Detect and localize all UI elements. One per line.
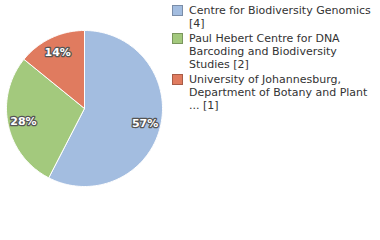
html-text:Paul Hebert Centre for DNA Bar: Paul Hebert Centre for DNA Barcoding and… xyxy=(189,32,340,71)
html-text:University of Johannesburg, De: University of Johannesburg, Department o… xyxy=(189,73,368,112)
html-text:Centre for Biodiversity Genomi: Centre for Biodiversity Genomics [4] xyxy=(189,4,371,30)
svg-text:28%: 28% xyxy=(10,115,36,128)
svg-text:57%: 57% xyxy=(132,117,158,130)
svg-text:14%: 14% xyxy=(45,46,71,59)
